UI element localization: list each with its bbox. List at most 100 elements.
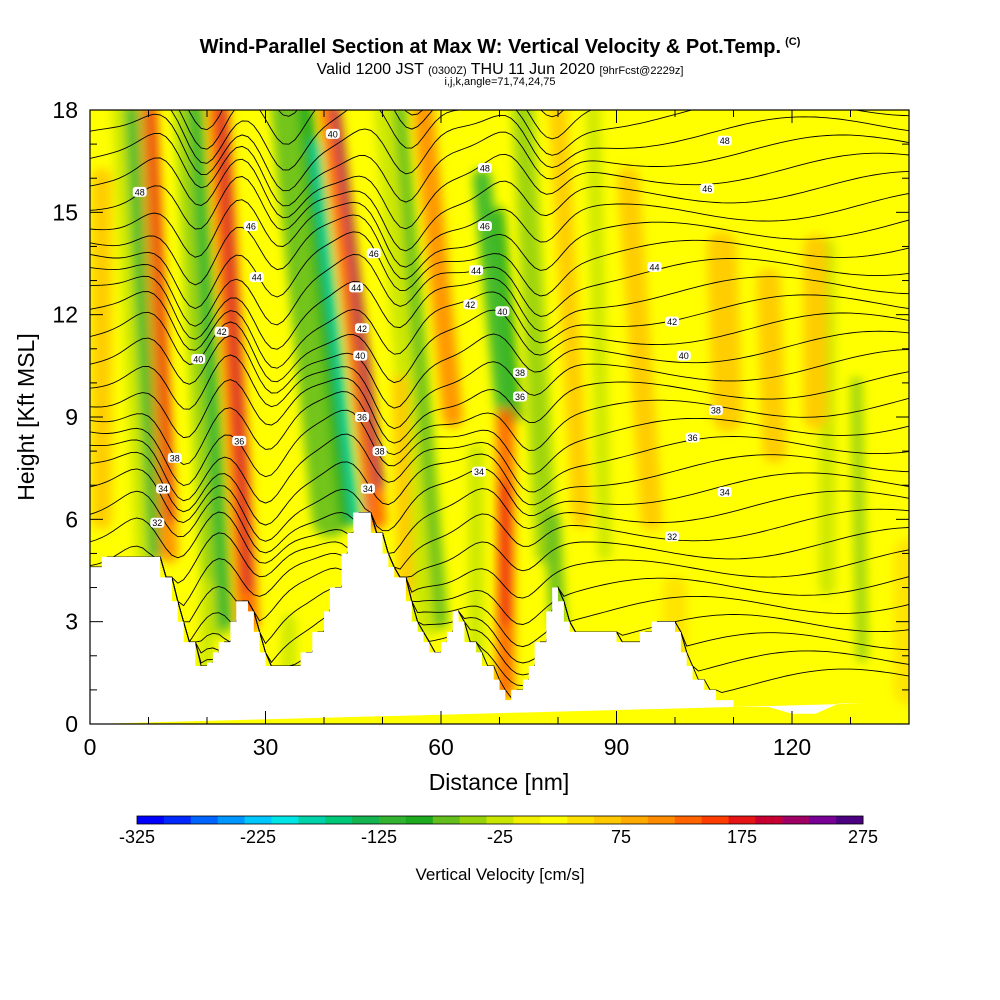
isentrope-label-bg (665, 531, 680, 542)
isentrope-label: 40 (495, 306, 510, 317)
isentrope-line (90, 231, 909, 309)
valid-date: THU 11 Jun 2020 (470, 61, 595, 78)
colorbar-swatch (728, 816, 756, 824)
isentrope-line (90, 433, 909, 504)
isentrope-line (90, 254, 909, 327)
isentrope-label: 34 (472, 466, 486, 477)
velocity-band (319, 110, 387, 530)
colorbar-swatch (163, 816, 192, 824)
isentrope-label-text: 46 (246, 222, 256, 232)
isentrope-label-text: 38 (170, 453, 180, 463)
isentrope-label-text: 34 (474, 467, 484, 477)
isentrope-label-text: 44 (471, 266, 481, 276)
isentrope-label: 36 (355, 412, 369, 423)
velocity-band (706, 231, 743, 432)
isentrope-line (90, 214, 909, 286)
isentrope-label-bg (232, 435, 247, 446)
colorbar-tick-label: -125 (361, 827, 397, 847)
isentrope-label-text: 38 (375, 447, 385, 457)
isentrope-label-bg (685, 432, 700, 443)
isentrope-label-bg (708, 405, 723, 416)
colorbar-swatch (137, 816, 165, 824)
isentrope-label-bg (463, 299, 478, 310)
valid-zulu: (0300Z) (428, 65, 467, 77)
isentrope-label: 40 (191, 354, 206, 365)
isentrope-label: 44 (349, 282, 364, 293)
isentrope-label-bg (676, 350, 691, 361)
colorbar-swatch (379, 816, 407, 824)
isentrope-label-text: 40 (328, 129, 338, 139)
isentrope-label-text: 40 (497, 307, 507, 317)
isentrope-label-text: 40 (355, 351, 365, 361)
isentrope-label-text: 44 (649, 262, 659, 272)
y-tick-label: 0 (65, 711, 78, 737)
isentrope-label: 32 (150, 517, 165, 528)
isentrope-label: 34 (360, 483, 375, 494)
velocity-band (392, 374, 414, 596)
isentrope-label-bg (360, 483, 375, 494)
isentrope-label: 48 (717, 135, 732, 146)
isentrope-label: 44 (469, 265, 484, 276)
y-tick-label: 18 (52, 97, 78, 123)
isentrope-label-bg (156, 483, 171, 494)
velocity-band (188, 110, 232, 629)
velocity-band (617, 167, 663, 531)
velocity-band (586, 110, 612, 561)
colorbar-swatch (432, 816, 461, 824)
isentrope-label-bg (325, 128, 340, 139)
isentrope-line (90, 330, 909, 409)
isentrope-label-bg (167, 452, 182, 463)
isentrope-label: 38 (372, 446, 387, 457)
valid-prefix: Valid 1200 JST (316, 61, 424, 78)
x-tick-label: 30 (253, 734, 279, 760)
isentrope-label: 34 (717, 487, 732, 498)
isentrope-label-text: 42 (217, 327, 227, 337)
isentrope-label: 38 (513, 367, 527, 378)
velocity-band (147, 110, 175, 524)
colorbar-swatch (190, 816, 219, 824)
isentrope-label-text: 48 (135, 187, 145, 197)
isentrope-line (178, 110, 593, 150)
isentrope-label-text: 44 (252, 273, 262, 283)
indices-label: i,j,k,angle=71,74,24,75 (444, 76, 556, 88)
isentrope-label-bg (472, 466, 486, 477)
isentrope-label-bg (355, 323, 369, 334)
isentrope-line (90, 15, 909, 90)
colorbar-swatch (809, 816, 837, 824)
isentrope-line (90, 39, 909, 105)
colorbar-swatch (513, 816, 541, 824)
isentrope-label-text: 48 (720, 136, 730, 146)
plot-area: 48 40 46 44 42 40 38 36 34 32 46 44 42 40 36 38 34 48 46 44… (90, 15, 909, 724)
isentrope-label-text: 36 (234, 436, 244, 446)
isentrope-line (90, 512, 909, 676)
colorbar-tick-label: -325 (119, 827, 155, 847)
isentrope-label-text: 44 (351, 283, 361, 293)
colorbar-swatch (459, 816, 488, 824)
isentrope-label: 44 (647, 261, 662, 272)
isentrope-line (90, 512, 909, 648)
isentrope-label-bg (150, 517, 165, 528)
isentrope-label-bg (214, 326, 229, 337)
isentrope-label-bg (355, 412, 369, 422)
isentrope-label-bg (366, 248, 381, 259)
colorbar-swatch (674, 816, 703, 824)
isentrope-label-text: 48 (480, 164, 490, 174)
isentrope-label-text: 36 (515, 392, 525, 402)
isentrope-label: 40 (325, 128, 340, 139)
isentrope-line (90, 512, 909, 607)
isentrope-label: 46 (366, 248, 381, 259)
isentrope-line (90, 371, 909, 444)
isentrope-line (90, 152, 909, 230)
isentrope-line (90, 512, 909, 625)
colorbar-swatch (647, 816, 676, 824)
colorbar-tick-label: 75 (611, 827, 631, 847)
isentrope-label-bg (349, 282, 364, 293)
isentrope-label-text: 42 (667, 317, 677, 327)
velocity-band (331, 110, 384, 490)
x-tick-label: 120 (773, 734, 811, 760)
isentrope-label-bg (372, 446, 387, 457)
velocity-band (270, 110, 348, 538)
colorbar-swatch (217, 816, 246, 824)
forecast-label: [9hrFcst@2229z] (599, 65, 684, 77)
colorbar-swatch (486, 816, 514, 824)
